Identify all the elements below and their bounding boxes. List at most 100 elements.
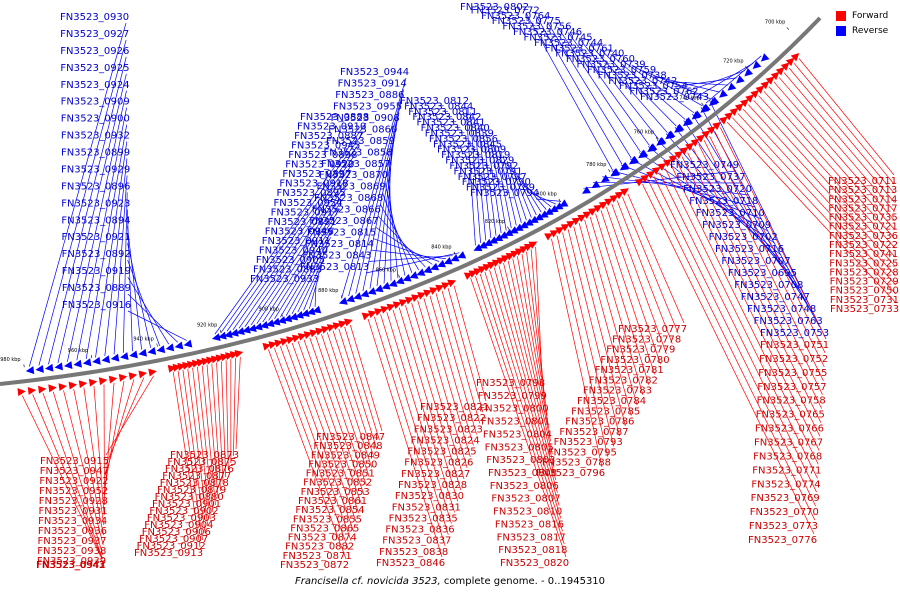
gene-connector-line xyxy=(482,128,497,236)
gene-connector-line xyxy=(411,302,465,480)
reverse-gene-arrow xyxy=(674,124,683,133)
gene-label: FN3523_0955 xyxy=(333,101,402,112)
gene-connector-line xyxy=(562,232,615,447)
gene-connector-line xyxy=(349,324,383,432)
gene-connector-line xyxy=(384,181,406,276)
forward-gene-arrow xyxy=(663,159,672,167)
gene-label: FN3523_0728 xyxy=(829,267,898,278)
gene-connector-line xyxy=(274,218,337,320)
forward-gene-arrow xyxy=(367,310,377,319)
reverse-gene-arrow xyxy=(619,162,629,171)
gene-label: FN3523_0776 xyxy=(748,535,817,546)
gene-label: FN3523_0886 xyxy=(335,90,404,101)
gene-label: FN3523_0721 xyxy=(829,222,898,233)
reverse-gene-arrow xyxy=(147,347,157,355)
gene-label: FN3523_0901 xyxy=(152,499,221,510)
gene-label: FN3523_0899 xyxy=(61,148,130,159)
gene-connector-line xyxy=(653,176,817,507)
reverse-gene-arrow xyxy=(82,358,92,367)
forward-gene-arrow xyxy=(775,67,785,76)
gene-connector-line xyxy=(692,148,823,409)
scale-tick-mark xyxy=(608,169,611,173)
gene-label: FN3523_0843 xyxy=(302,251,371,262)
forward-gene-arrow xyxy=(380,306,390,314)
gene-connector-line xyxy=(683,120,808,304)
gene-label: FN3523_0822 xyxy=(417,413,486,424)
scale-tick-label: 920 kbp xyxy=(197,323,217,329)
forward-gene-arrow xyxy=(291,334,301,343)
gene-label: FN3523_0803 xyxy=(486,455,555,466)
forward-gene-arrow xyxy=(614,191,624,200)
reverse-gene-arrow xyxy=(601,174,610,183)
gene-connector-line xyxy=(38,39,127,366)
gene-label: FN3523_0954 xyxy=(274,198,343,209)
forward-gene-arrow xyxy=(229,351,239,359)
forward-gene-arrow xyxy=(215,354,225,363)
gene-connector-line xyxy=(220,132,364,333)
scale-tick-label: 880 kbp xyxy=(318,288,338,294)
reverse-gene-arrow xyxy=(539,210,549,218)
forward-gene-arrow xyxy=(48,384,57,393)
legend-forward: Forward xyxy=(836,8,888,23)
gene-label: FN3523_0888 xyxy=(300,112,369,123)
gene-label: FN3523_0931 xyxy=(38,506,107,517)
gene-label: FN3523_0741 xyxy=(829,249,898,260)
scale-tick-mark xyxy=(744,66,748,69)
forward-gene-arrow xyxy=(634,178,644,187)
gene-label: FN3523_0836 xyxy=(385,525,454,536)
gene-label: FN3523_0821 xyxy=(420,402,489,413)
gene-label: FN3523_0831 xyxy=(392,502,461,513)
gene-label: FN3523_0917 xyxy=(271,207,340,218)
forward-gene-arrow xyxy=(729,107,739,116)
gene-label: FN3523_0933 xyxy=(250,274,319,285)
gene-label: FN3523_0786 xyxy=(565,417,634,428)
gene-label: FN3523_0716 xyxy=(715,244,784,255)
forward-gene-arrow xyxy=(225,352,234,361)
forward-gene-arrow xyxy=(417,292,427,300)
gene-label: FN3523_0945 xyxy=(291,141,360,152)
gene-label: FN3523_0897 xyxy=(282,169,351,180)
gene-label: FN3523_0753 xyxy=(760,328,829,339)
reverse-gene-arrow xyxy=(647,144,657,152)
reverse-gene-arrow xyxy=(110,353,120,362)
gene-connector-line xyxy=(309,275,320,309)
forward-gene-arrow xyxy=(206,356,215,365)
forward-gene-arrow xyxy=(297,332,307,341)
forward-gene-arrow xyxy=(286,336,295,345)
gene-label: FN3523_0858 xyxy=(324,147,393,158)
gene-label: FN3523_0767 xyxy=(754,438,823,449)
gene-label: FN3523_0813 xyxy=(300,262,369,273)
gene-connector-line xyxy=(76,107,127,361)
gene-connector-line xyxy=(692,113,814,316)
gene-connector-line xyxy=(386,312,452,524)
reverse-gene-arrow xyxy=(504,228,514,236)
reverse-gene-arrow xyxy=(156,345,166,354)
gene-connector-line xyxy=(48,56,127,365)
gene-label: FN3523_0915 xyxy=(40,456,109,467)
gene-connector-line xyxy=(486,134,502,234)
reverse-gene-arrow xyxy=(120,352,129,361)
forward-gene-arrow xyxy=(523,243,533,252)
gene-connector-line xyxy=(177,370,203,541)
gene-label: FN3523_0795 xyxy=(548,447,617,458)
scale-tick-mark xyxy=(786,27,790,30)
gene-connector-line xyxy=(380,314,449,535)
gene-label: FN3523_0709 xyxy=(702,220,771,231)
gene-connector-line xyxy=(225,360,229,471)
gene-connector-line xyxy=(104,381,125,486)
gene-connector-line xyxy=(187,368,209,527)
gene-connector-line xyxy=(216,362,224,485)
gene-label: FN3523_0702 xyxy=(709,232,778,243)
gene-label: FN3523_0887 xyxy=(294,131,363,142)
reverse-gene-arrow xyxy=(211,333,221,341)
gene-label: FN3523_0805 xyxy=(485,442,554,453)
forward-gene-arrow xyxy=(734,103,744,112)
gene-connector-line xyxy=(611,203,667,354)
gene-connector-line xyxy=(589,43,668,133)
reverse-gene-arrow xyxy=(554,202,564,210)
gene-label: FN3523_0923 xyxy=(61,198,130,209)
reverse-gene-arrow xyxy=(224,330,233,339)
strand-legend: Forward Reverse xyxy=(836,8,888,38)
forward-gene-arrow xyxy=(167,364,177,373)
